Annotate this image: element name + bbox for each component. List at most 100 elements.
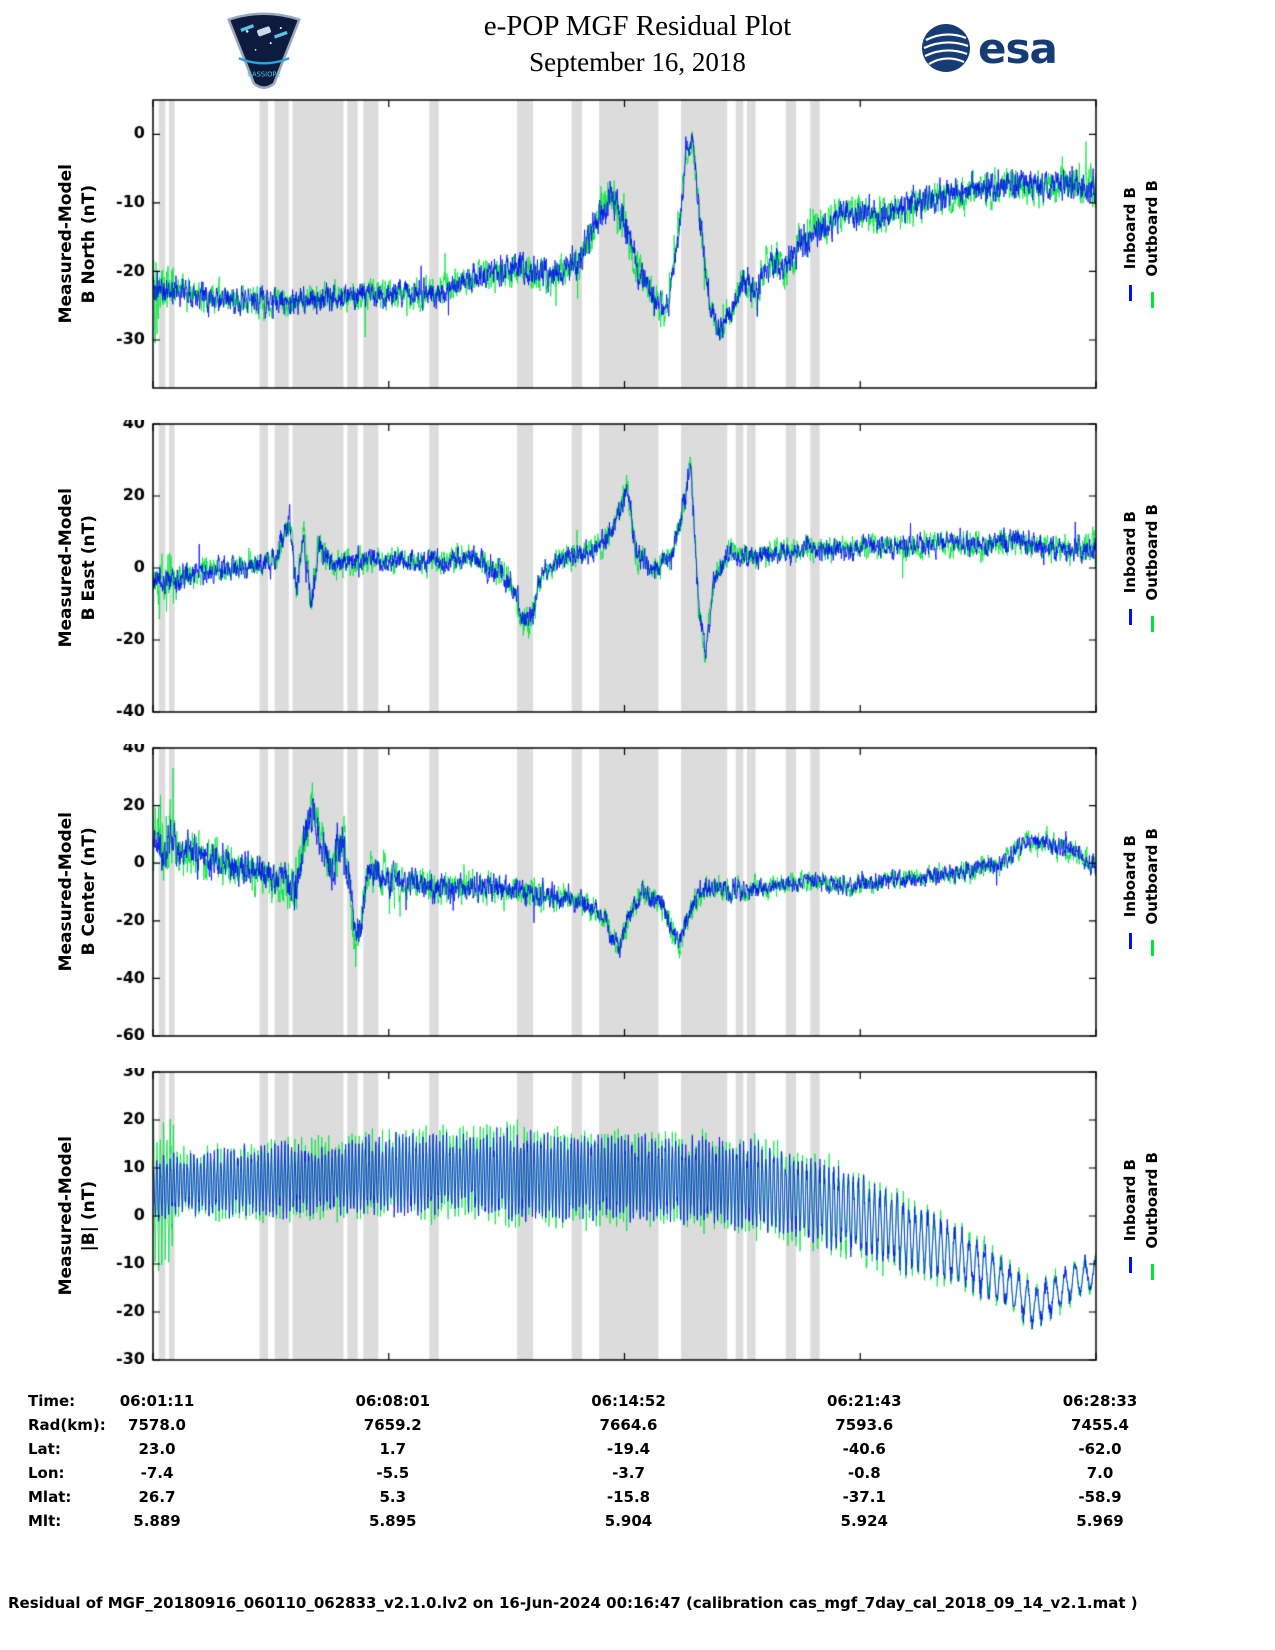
table-value: -5.5 bbox=[376, 1464, 410, 1482]
outboard-tick-icon bbox=[1150, 292, 1154, 309]
inboard-tick-icon bbox=[1128, 1257, 1132, 1274]
legend-b-magnitude: Inboard B Outboard B bbox=[1111, 1068, 1275, 1364]
y-axis-label-b-magnitude: Measured-Model |B| (nT) bbox=[0, 1068, 100, 1364]
inboard-tick-icon bbox=[1128, 609, 1132, 626]
legend-inboard: Inboard B bbox=[1121, 834, 1140, 950]
info-table: Time: 06:01:11 06:08:01 06:14:52 06:21:43 06:… bbox=[0, 1392, 1275, 1536]
table-row-label: Lon: bbox=[28, 1464, 65, 1482]
table-value: 06:14:52 bbox=[591, 1392, 666, 1410]
table-value: 5.924 bbox=[840, 1512, 888, 1530]
inboard-tick-icon bbox=[1128, 933, 1132, 950]
cassiope-logo-icon: CASSIOPE bbox=[222, 6, 306, 96]
y-axis-label-line1: Measured-Model bbox=[55, 488, 76, 648]
legend-outboard-label: Outboard B bbox=[1143, 503, 1162, 601]
legend-b-east: Inboard B Outboard B bbox=[1111, 420, 1275, 716]
y-axis-label-line2: B North (nT) bbox=[78, 184, 99, 304]
legend-b-center: Inboard B Outboard B bbox=[1111, 744, 1275, 1040]
header: CASSIOPE e-POP MGF Residual Plot Septemb… bbox=[0, 0, 1275, 96]
table-value: 06:21:43 bbox=[826, 1392, 902, 1410]
legend-inboard-label: Inboard B bbox=[1121, 834, 1140, 918]
svg-text:CASSIOPE: CASSIOPE bbox=[247, 71, 280, 79]
panel-b-magnitude: Measured-Model |B| (nT) Inboard B Outboa… bbox=[0, 1068, 1275, 1364]
table-value: 7664.6 bbox=[599, 1416, 658, 1434]
table-value: 5.3 bbox=[379, 1488, 407, 1506]
table-row-label: Lat: bbox=[28, 1440, 61, 1458]
table-value: -58.9 bbox=[1078, 1488, 1122, 1506]
esa-logo-icon: esa bbox=[920, 22, 1058, 74]
table-value: 7593.6 bbox=[835, 1416, 894, 1434]
table-row: Mlat: 26.7 5.3 -15.8 -37.1 -58.9 bbox=[0, 1488, 1275, 1512]
table-row-label: Mlt: bbox=[28, 1512, 62, 1530]
table-value: 5.969 bbox=[1076, 1512, 1124, 1530]
panel-b-east: Measured-Model B East (nT) Inboard B Out… bbox=[0, 420, 1275, 716]
legend-outboard-label: Outboard B bbox=[1143, 1151, 1162, 1249]
table-value: -7.4 bbox=[140, 1464, 174, 1482]
legend-outboard: Outboard B bbox=[1143, 180, 1161, 309]
table-row: Time: 06:01:11 06:08:01 06:14:52 06:21:43 06:… bbox=[0, 1392, 1275, 1416]
panel-b-north: Measured-Model B North (nT) Inboard B Ou… bbox=[0, 96, 1275, 392]
table-value: -62.0 bbox=[1078, 1440, 1122, 1458]
table-value: 06:28:33 bbox=[1062, 1392, 1138, 1410]
table-value: -0.8 bbox=[847, 1464, 881, 1482]
footer-text: Residual of MGF_20180916_060110_062833_v… bbox=[8, 1594, 1138, 1612]
y-axis-label-b-north: Measured-Model B North (nT) bbox=[0, 96, 100, 392]
table-value: 5.895 bbox=[369, 1512, 417, 1530]
b-north-plot-canvas bbox=[100, 96, 1112, 392]
legend-outboard-label: Outboard B bbox=[1143, 179, 1162, 277]
legend-inboard-label: Inboard B bbox=[1121, 1158, 1140, 1242]
table-value: 23.0 bbox=[138, 1440, 176, 1458]
outboard-tick-icon bbox=[1150, 1264, 1154, 1281]
legend-inboard: Inboard B bbox=[1121, 510, 1140, 626]
plot-title: e-POP MGF Residual Plot bbox=[483, 10, 792, 42]
y-axis-label-b-center: Measured-Model B Center (nT) bbox=[0, 744, 100, 1040]
b-east-plot-canvas bbox=[100, 420, 1112, 716]
y-axis-label-line1: Measured-Model bbox=[55, 164, 76, 324]
page-title: e-POP MGF Residual Plot September 16, 20… bbox=[0, 10, 1275, 78]
legend-outboard: Outboard B bbox=[1143, 504, 1161, 633]
y-axis-label-line1: Measured-Model bbox=[55, 812, 76, 972]
outboard-tick-icon bbox=[1150, 940, 1154, 957]
table-value: 7578.0 bbox=[128, 1416, 186, 1434]
table-value: 7659.2 bbox=[363, 1416, 422, 1434]
inboard-tick-icon bbox=[1128, 285, 1132, 302]
y-axis-label-line2: |B| (nT) bbox=[78, 1180, 99, 1252]
table-row: Lat: 23.0 1.7 -19.4 -40.6 -62.0 bbox=[0, 1440, 1275, 1464]
b-magnitude-plot-canvas bbox=[100, 1068, 1112, 1364]
legend-b-north: Inboard B Outboard B bbox=[1111, 96, 1275, 392]
table-value: -3.7 bbox=[612, 1464, 645, 1482]
y-axis-label-b-east: Measured-Model B East (nT) bbox=[0, 420, 100, 716]
legend-outboard: Outboard B bbox=[1143, 828, 1161, 957]
y-axis-label-line2: B Center (nT) bbox=[78, 827, 99, 957]
table-value: 5.904 bbox=[604, 1512, 653, 1530]
table-row-label: Mlat: bbox=[28, 1488, 72, 1506]
panel-b-center: Measured-Model B Center (nT) Inboard B O… bbox=[0, 744, 1275, 1040]
legend-inboard: Inboard B bbox=[1121, 186, 1140, 302]
table-value: 7455.4 bbox=[1071, 1416, 1129, 1434]
y-axis-label-line1: Measured-Model bbox=[55, 1136, 76, 1296]
table-value: -37.1 bbox=[842, 1488, 886, 1506]
esa-wordmark: esa bbox=[978, 23, 1058, 73]
table-value: -40.6 bbox=[842, 1440, 886, 1458]
plot-date: September 16, 2018 bbox=[529, 47, 746, 77]
legend-outboard: Outboard B bbox=[1143, 1152, 1161, 1281]
y-axis-label-line2: B East (nT) bbox=[78, 515, 99, 621]
table-row: Lon: -7.4 -5.5 -3.7 -0.8 7.0 bbox=[0, 1464, 1275, 1488]
table-row-label: Rad(km): bbox=[28, 1416, 106, 1434]
table-value: 06:08:01 bbox=[355, 1392, 431, 1410]
table-value: -15.8 bbox=[606, 1488, 651, 1506]
legend-inboard-label: Inboard B bbox=[1121, 186, 1140, 270]
table-value: 06:01:11 bbox=[119, 1392, 195, 1410]
table-value: 7.0 bbox=[1086, 1464, 1114, 1482]
table-value: -19.4 bbox=[606, 1440, 651, 1458]
table-row: Rad(km): 7578.0 7659.2 7664.6 7593.6 7455.4 bbox=[0, 1416, 1275, 1440]
legend-inboard-label: Inboard B bbox=[1121, 510, 1140, 594]
outboard-tick-icon bbox=[1150, 616, 1154, 633]
table-value: 1.7 bbox=[379, 1440, 407, 1458]
legend-outboard-label: Outboard B bbox=[1143, 827, 1162, 925]
legend-inboard: Inboard B bbox=[1121, 1158, 1140, 1274]
table-value: 5.889 bbox=[133, 1512, 181, 1530]
table-value: 26.7 bbox=[138, 1488, 176, 1506]
table-row-label: Time: bbox=[28, 1392, 76, 1410]
b-center-plot-canvas bbox=[100, 744, 1112, 1040]
table-row: Mlt: 5.889 5.895 5.904 5.924 5.969 bbox=[0, 1512, 1275, 1536]
